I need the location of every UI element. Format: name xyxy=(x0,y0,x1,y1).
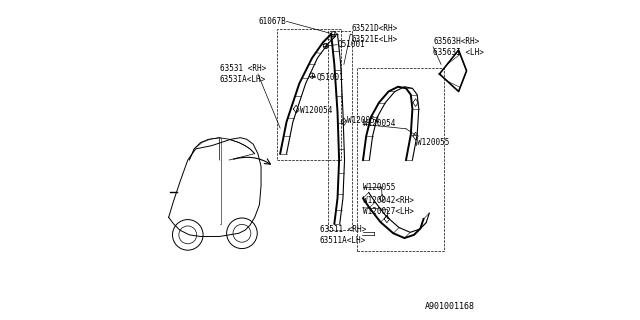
Text: W120054: W120054 xyxy=(363,119,396,128)
Text: A901001168: A901001168 xyxy=(424,302,474,311)
Text: W120055: W120055 xyxy=(417,138,449,147)
Text: Q51001: Q51001 xyxy=(316,73,344,82)
Text: 63521D<RH>
63521E<LH>: 63521D<RH> 63521E<LH> xyxy=(352,24,398,44)
Text: 61067B: 61067B xyxy=(259,17,287,26)
Text: 63511 <RH>
63511A<LH>: 63511 <RH> 63511A<LH> xyxy=(320,225,366,245)
Text: Q51001: Q51001 xyxy=(338,40,365,49)
Text: 63531 <RH>
6353IA<LH>: 63531 <RH> 6353IA<LH> xyxy=(220,64,266,84)
Text: W120055: W120055 xyxy=(363,183,396,192)
Text: 63563H<RH>
63563I <LH>: 63563H<RH> 63563I <LH> xyxy=(433,37,484,57)
Text: W120054: W120054 xyxy=(300,106,332,115)
Text: W120054: W120054 xyxy=(347,116,380,125)
Text: W120042<RH>
W120027<LH>: W120042<RH> W120027<LH> xyxy=(363,196,414,216)
